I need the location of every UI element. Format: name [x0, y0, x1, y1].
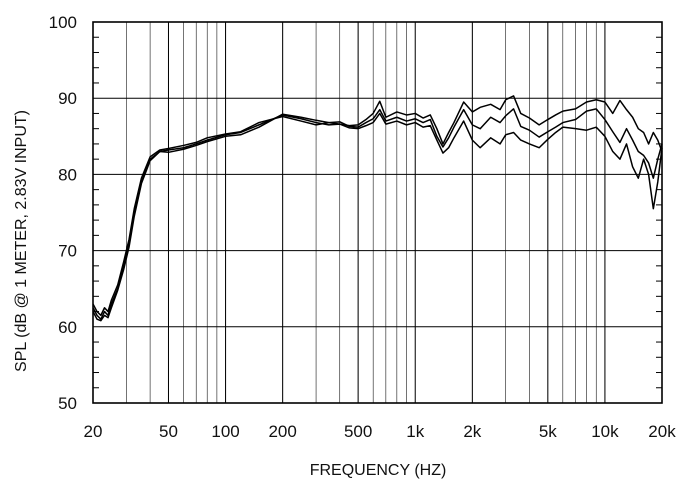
x-axis-title: FREQUENCY (HZ): [310, 462, 447, 479]
y-tick-label: 60: [58, 318, 77, 337]
x-tick-label: 5k: [539, 422, 557, 441]
x-tick-label: 1k: [406, 422, 424, 441]
major-gridlines: [92, 21, 663, 404]
y-tick-label: 70: [58, 242, 77, 261]
x-tick-label: 10k: [591, 422, 619, 441]
y-tick-labels: 50 60 70 80 90 100: [49, 13, 77, 413]
y-tick-label: 100: [49, 13, 77, 32]
y-tick-label: 90: [58, 89, 77, 108]
series-layer: [92, 95, 663, 322]
y-tick-label: 50: [58, 394, 77, 413]
x-tick-labels: 20 50 100 200 500 1k 2k 5k 10k 20k: [84, 422, 677, 441]
x-tick-label: 50: [159, 422, 178, 441]
series-line-3: [92, 112, 663, 322]
x-tick-label: 2k: [463, 422, 481, 441]
series-line-2: [92, 108, 663, 317]
x-tick-label: 20k: [648, 422, 676, 441]
y-axis-title: SPL (dB @ 1 METER, 2.83V INPUT): [13, 110, 30, 372]
y-tick-label: 80: [58, 165, 77, 184]
x-tick-label: 20: [84, 422, 103, 441]
minor-gridlines: [92, 22, 663, 403]
x-tick-label: 500: [344, 422, 372, 441]
plot-frame: [92, 21, 663, 404]
series-line-1: [92, 95, 663, 320]
x-tick-label: 200: [268, 422, 296, 441]
x-tick-label: 100: [211, 422, 239, 441]
